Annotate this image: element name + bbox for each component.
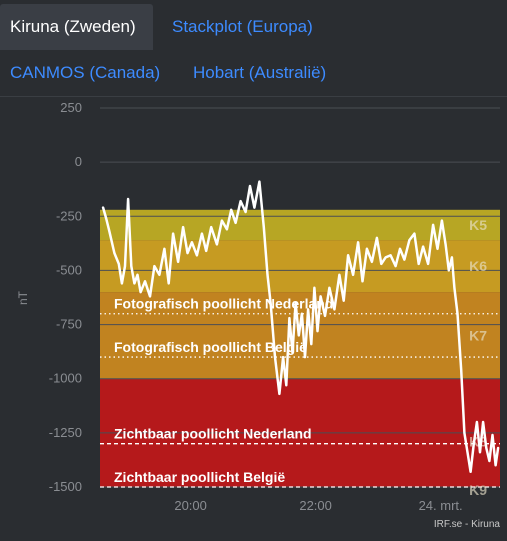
threshold-label: Zichtbaar poollicht België [114, 469, 285, 485]
y-tick-label: -500 [56, 262, 82, 277]
threshold-lines: Fotografisch poollicht Nederland Fotograf… [100, 296, 500, 488]
k-index-bands [100, 209, 500, 487]
y-tick-label: -1250 [49, 425, 82, 440]
x-tick-label: 24. mrt. [419, 498, 463, 513]
threshold-label: Fotografisch poollicht België [114, 339, 307, 355]
y-tick-label: 0 [75, 154, 82, 169]
x-tick-label: 20:00 [174, 498, 207, 513]
x-tick-label: 22:00 [299, 498, 332, 513]
tab-bar: Kiruna (Zweden) Stackplot (Europa) CANMO… [0, 0, 507, 97]
tab-stackplot[interactable]: Stackplot (Europa) [172, 17, 313, 36]
k-label-k5: K5 [469, 217, 487, 233]
threshold-label: Zichtbaar poollicht Nederland [114, 426, 312, 442]
tab-canmos[interactable]: CANMOS (Canada) [10, 63, 161, 82]
x-axis-labels: 20:00 22:00 24. mrt. [174, 498, 462, 513]
tab-kiruna[interactable]: Kiruna (Zweden) [0, 4, 153, 50]
y-tick-label: -750 [56, 317, 82, 332]
k-label-k6: K6 [469, 258, 487, 274]
k-label-k7: K7 [469, 327, 487, 343]
credit-label: IRF.se - Kiruna [434, 519, 501, 530]
y-tick-label: -250 [56, 208, 82, 223]
series-line [101, 180, 500, 474]
y-axis-labels: 250 0 -250 -500 -750 -1000 -1250 -1500 [49, 100, 82, 494]
magnetometer-chart: 250 0 -250 -500 -750 -1000 -1250 -1500 Fotograf… [16, 100, 501, 530]
tab-hobart[interactable]: Hobart (Australië) [193, 63, 327, 82]
k-label-k9: K9 [469, 482, 487, 498]
y-axis-title: nT [16, 290, 30, 305]
y-tick-label: -1500 [49, 479, 82, 494]
y-tick-label: 250 [60, 100, 82, 115]
threshold-label: Fotografisch poollicht Nederland [114, 296, 333, 312]
y-tick-label: -1000 [49, 371, 82, 386]
